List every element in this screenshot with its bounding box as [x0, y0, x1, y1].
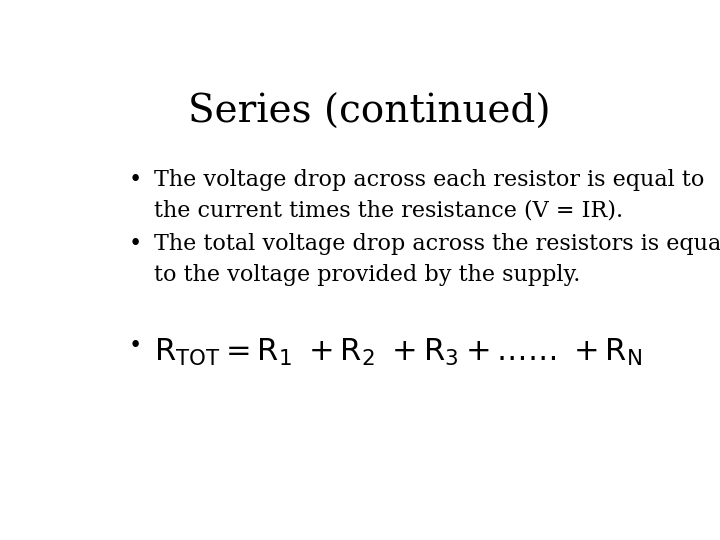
Text: •: • — [129, 335, 143, 357]
Text: •: • — [129, 233, 143, 255]
Text: •: • — [129, 168, 143, 191]
Text: to the voltage provided by the supply.: to the voltage provided by the supply. — [154, 265, 580, 286]
Text: The voltage drop across each resistor is equal to: The voltage drop across each resistor is… — [154, 168, 705, 191]
Text: the current times the resistance (V = IR).: the current times the resistance (V = IR… — [154, 200, 624, 222]
Text: $\mathrm{R_{TOT} = R_1\ +R_2\ +R_3 + \ldots\ldots\ + R_N}$: $\mathrm{R_{TOT} = R_1\ +R_2\ +R_3 + \ld… — [154, 337, 642, 368]
Text: Series (continued): Series (continued) — [188, 94, 550, 131]
Text: The total voltage drop across the resistors is equal: The total voltage drop across the resist… — [154, 233, 720, 255]
